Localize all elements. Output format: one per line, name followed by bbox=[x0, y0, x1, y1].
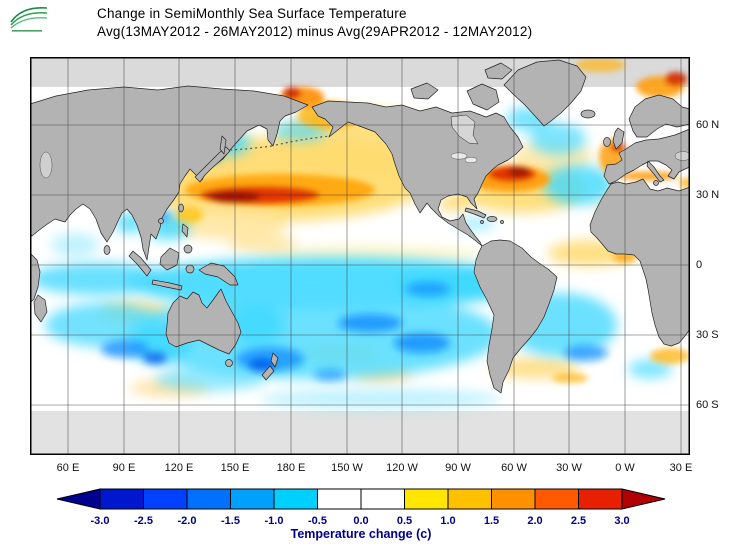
land-japan-and-east-asia-islands bbox=[158, 135, 231, 254]
aleutian-islands bbox=[275, 135, 331, 146]
lon-label-30w: 30 W bbox=[556, 462, 582, 474]
lon-label-180e: 180 E bbox=[276, 462, 306, 474]
colorbar-segments bbox=[56, 488, 666, 510]
land-layer bbox=[30, 59, 690, 394]
lat-label-60n: 60 N bbox=[696, 119, 720, 131]
land-east-africa-sliver bbox=[30, 252, 41, 304]
land-south-america bbox=[473, 239, 558, 394]
colorbar-left-arrow bbox=[56, 488, 101, 510]
lon-label-90e: 90 E bbox=[112, 462, 136, 474]
lon-label-30e: 30 E bbox=[669, 462, 693, 474]
great-lakes-west bbox=[450, 152, 468, 160]
land-africa bbox=[589, 178, 690, 347]
svg-text:-0.5: -0.5 bbox=[308, 515, 327, 527]
svg-text:3.0: 3.0 bbox=[614, 515, 629, 527]
black-sea bbox=[674, 151, 690, 161]
svg-text:-2.5: -2.5 bbox=[134, 515, 153, 527]
land-greenland bbox=[503, 59, 587, 127]
svg-text:-1.0: -1.0 bbox=[265, 515, 284, 527]
lon-label-60w: 60 W bbox=[501, 462, 527, 474]
svg-text:-1.5: -1.5 bbox=[221, 515, 240, 527]
colorbar-right-arrow bbox=[621, 488, 666, 510]
island-chains bbox=[227, 135, 331, 151]
lon-label-150w: 150 W bbox=[331, 462, 363, 474]
anomaly-field-cool-strong bbox=[101, 153, 608, 381]
land-new-zealand bbox=[261, 352, 279, 381]
title-line-1: Change in SemiMonthly Sea Surface Temper… bbox=[97, 6, 407, 21]
green-wave-icon bbox=[10, 6, 48, 32]
land-arctic-islands bbox=[410, 62, 513, 111]
lat-label-30s: 30 S bbox=[696, 329, 719, 341]
land-sri-lanka bbox=[103, 245, 111, 255]
graticule bbox=[30, 57, 690, 455]
land-europe bbox=[603, 94, 690, 186]
lat-label-60s: 60 S bbox=[696, 399, 719, 411]
colorbar: -3.0 -2.5 -2.0 -1.5 -1.0 -0.5 0.0 0.5 1.… bbox=[56, 488, 666, 527]
land-maritime-continent bbox=[128, 247, 239, 291]
sst-change-map bbox=[30, 57, 690, 455]
land-eurasia bbox=[30, 85, 309, 261]
lat-label-0: 0 bbox=[696, 259, 703, 271]
colorbar-tick-labels: -3.0 -2.5 -2.0 -1.5 -1.0 -0.5 0.0 0.5 1.… bbox=[91, 515, 630, 527]
page-title: Change in SemiMonthly Sea Surface Temper… bbox=[97, 5, 532, 40]
land-iceland bbox=[580, 109, 596, 119]
title-line-2: Avg(13MAY2012 - 26MAY2012) minus Avg(29A… bbox=[97, 23, 533, 39]
caspian-sea bbox=[39, 151, 53, 179]
svg-text:1.5: 1.5 bbox=[484, 515, 499, 527]
lon-label-60e: 60 E bbox=[56, 462, 80, 474]
lon-label-0w: 0 W bbox=[615, 462, 635, 474]
svg-text:1.0: 1.0 bbox=[440, 515, 455, 527]
land-australia bbox=[165, 288, 242, 355]
svg-text:0.5: 0.5 bbox=[397, 515, 412, 527]
land-tasmania bbox=[225, 359, 233, 367]
land-madagascar bbox=[33, 294, 48, 323]
agency-logo bbox=[8, 3, 52, 33]
svg-text:-3.0: -3.0 bbox=[91, 515, 110, 527]
lat-label-30n: 30 N bbox=[696, 189, 720, 201]
kuril-islands bbox=[227, 145, 273, 151]
lon-label-120w: 120 W bbox=[386, 462, 418, 474]
svg-text:2.5: 2.5 bbox=[571, 515, 586, 527]
colorbar-title: Temperature change (c) bbox=[290, 527, 432, 541]
land-caribbean-islands bbox=[464, 207, 504, 224]
lon-label-90w: 90 W bbox=[445, 462, 471, 474]
lon-label-120e: 120 E bbox=[164, 462, 194, 474]
svg-text:-2.0: -2.0 bbox=[178, 515, 197, 527]
svg-text:2.0: 2.0 bbox=[527, 515, 542, 527]
map-frame bbox=[30, 57, 690, 455]
svg-text:0.0: 0.0 bbox=[353, 515, 368, 527]
lon-label-150e: 150 E bbox=[220, 462, 250, 474]
great-lakes-east bbox=[464, 156, 478, 163]
